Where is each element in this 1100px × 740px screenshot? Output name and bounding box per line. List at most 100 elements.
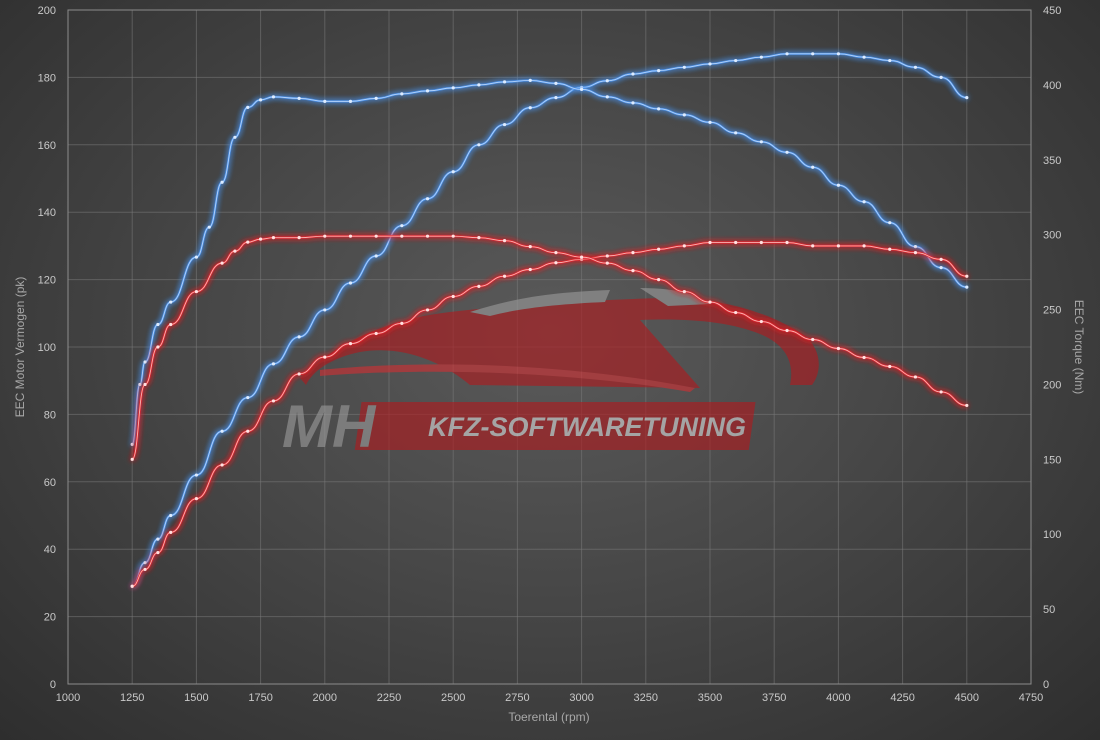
- series-point: [939, 266, 943, 270]
- series-point: [682, 113, 686, 117]
- axis-ticks: 1000 1250 1500 1750 2000 2250 2500 2750 3000 3250…: [38, 5, 1062, 704]
- series-point: [246, 240, 250, 244]
- series-point: [759, 140, 763, 144]
- watermark-mh: MH: [282, 393, 377, 460]
- series-point: [965, 274, 969, 278]
- series-group: [130, 52, 969, 588]
- series-point: [682, 244, 686, 248]
- x-tick-label: 1250: [120, 692, 144, 704]
- x-axis-title: Toerental (rpm): [508, 710, 589, 724]
- series-point: [246, 105, 250, 109]
- series-point: [965, 403, 969, 408]
- series-point: [425, 197, 430, 201]
- x-tick-label: 1750: [248, 692, 272, 704]
- series-point: [657, 69, 661, 73]
- y2-tick-label: 0: [1043, 679, 1049, 691]
- series-point: [965, 285, 969, 289]
- series-point: [246, 395, 250, 400]
- series-point: [554, 81, 558, 85]
- series-point: [477, 83, 481, 87]
- series-point: [374, 96, 378, 100]
- series-point: [734, 58, 738, 63]
- series-point: [631, 251, 635, 255]
- series-point: [965, 96, 969, 100]
- series-point: [785, 52, 789, 56]
- watermark-car-swoosh: [320, 364, 695, 392]
- series-point: [374, 234, 378, 238]
- series-point: [425, 89, 430, 93]
- series-point: [451, 86, 455, 90]
- y2-tick-label: 100: [1043, 529, 1061, 541]
- series-point: [348, 234, 353, 238]
- series-point: [708, 300, 712, 304]
- series-point: [194, 473, 198, 477]
- series-point: [425, 234, 430, 238]
- series-3: [130, 234, 969, 461]
- y-tick-label: 140: [38, 207, 56, 219]
- series-0: [130, 52, 969, 588]
- series-point: [811, 337, 815, 342]
- series-point: [734, 131, 738, 135]
- series-1: [130, 78, 969, 446]
- series-point: [939, 390, 943, 394]
- x-tick-label: 1000: [56, 692, 80, 704]
- series-point: [836, 346, 841, 351]
- series-point: [708, 120, 712, 124]
- y2-axis-title: EEC Torque (Nm): [1072, 300, 1086, 394]
- series-point: [323, 355, 327, 359]
- series-point: [580, 87, 584, 91]
- series-point: [400, 321, 404, 326]
- series-point: [708, 62, 712, 66]
- series-point: [220, 429, 224, 433]
- series-point: [156, 537, 160, 541]
- series-point: [143, 567, 147, 572]
- y-axis-title: EEC Motor Vermogen (pk): [13, 277, 27, 418]
- series-point: [130, 442, 134, 446]
- series-point: [156, 550, 160, 555]
- series-point: [323, 99, 327, 103]
- series-point: [130, 457, 134, 461]
- series-point: [785, 328, 789, 333]
- series-point: [580, 257, 584, 261]
- series-point: [451, 170, 455, 174]
- series-point: [785, 240, 789, 245]
- series-point: [605, 79, 609, 83]
- series-point: [271, 95, 276, 99]
- y2-tick-label: 250: [1043, 305, 1061, 317]
- series-point: [759, 55, 763, 59]
- x-tick-label: 3500: [698, 692, 722, 704]
- watermark-text: KFZ-SOFTWARETUNING: [428, 412, 746, 442]
- series-point: [169, 530, 173, 534]
- x-tick-label: 4000: [826, 692, 850, 704]
- series-point: [400, 92, 404, 96]
- y-tick-label: 180: [38, 72, 56, 84]
- x-tick-label: 4500: [955, 692, 979, 704]
- series-point: [348, 281, 353, 285]
- x-tick-label: 2250: [377, 692, 401, 704]
- series-point: [156, 322, 160, 327]
- series-point: [297, 96, 301, 100]
- series-point: [233, 135, 237, 139]
- watermark-car-window: [640, 288, 710, 306]
- y2-tick-label: 200: [1043, 379, 1061, 391]
- series-point: [939, 257, 943, 261]
- series-2: [130, 240, 969, 588]
- series-point: [554, 96, 558, 100]
- series-point: [477, 284, 481, 288]
- series-point: [811, 244, 815, 248]
- series-point: [323, 234, 327, 238]
- series-point: [297, 335, 301, 339]
- series-point: [220, 180, 224, 184]
- series-point: [734, 240, 738, 245]
- watermark-car-roof: [470, 290, 610, 316]
- series-point: [502, 239, 507, 243]
- series-point: [888, 221, 892, 225]
- series-point: [631, 101, 635, 105]
- series-point: [811, 52, 815, 56]
- series-point: [143, 360, 147, 364]
- x-tick-label: 4750: [1019, 692, 1043, 704]
- series-point: [631, 269, 635, 273]
- series-point: [194, 289, 198, 294]
- series-point: [220, 261, 224, 265]
- y2-tick-label: 350: [1043, 155, 1061, 167]
